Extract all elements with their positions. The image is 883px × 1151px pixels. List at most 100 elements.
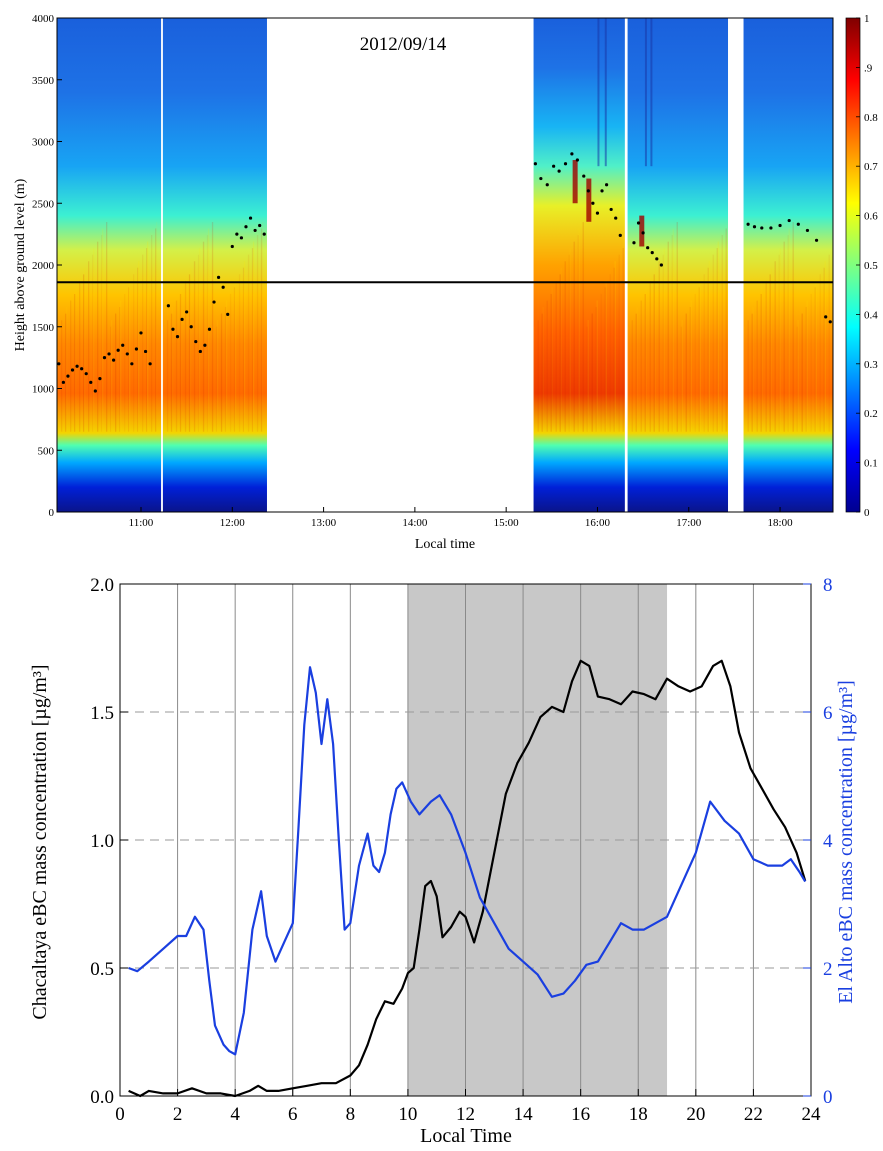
lidar-streak [778, 254, 780, 432]
colorbar-tick-label: 0.6 [864, 211, 878, 223]
lidar-segment [743, 18, 833, 512]
lidar-streak [712, 254, 714, 432]
layer-top-point [595, 211, 600, 215]
layer-top-point [93, 389, 97, 393]
ebc-right-y-tick-label: 4 [823, 831, 833, 852]
lidar-y-tick-label: 2500 [32, 198, 55, 210]
layer-top-point [185, 310, 189, 314]
lidar-streak [774, 261, 776, 432]
lidar-streak [596, 300, 598, 432]
layer-top-point [582, 174, 586, 178]
lidar-streak [645, 287, 647, 432]
layer-top-point [84, 372, 88, 376]
lidar-streak [605, 280, 607, 432]
ebc-x-tick-label: 6 [288, 1104, 298, 1125]
lidar-y-tick-label: 1000 [32, 384, 55, 396]
lidar-streak [564, 261, 566, 432]
lidar-streak [206, 235, 209, 432]
ebc-x-tick-label: 12 [456, 1104, 475, 1125]
lidar-streak [671, 235, 673, 432]
lidar-streak [783, 241, 785, 432]
layer-top-point [591, 201, 595, 205]
layer-top-point [166, 304, 170, 308]
lidar-streak [680, 326, 682, 432]
colorbar-tick-label: 0.1 [864, 458, 878, 470]
layer-top-point [570, 152, 574, 156]
lidar-streak [156, 221, 158, 432]
lidar-streak [106, 222, 108, 432]
lidar-streak [725, 228, 727, 432]
ebc-x-tick-label: 18 [629, 1104, 648, 1125]
colorbar-tick-label: 0.4 [864, 309, 878, 321]
ebc-x-tick-label: 20 [686, 1104, 705, 1125]
lidar-x-tick-label: 18:00 [768, 517, 794, 529]
lidar-streak [170, 313, 173, 432]
lidar-streak [681, 320, 683, 432]
ebc-right-y-tick-label: 0 [823, 1087, 833, 1108]
ebc-x-label: Local Time [420, 1125, 512, 1147]
ebc-x-tick-label: 10 [398, 1104, 417, 1125]
lidar-streak [211, 222, 214, 432]
lidar-streak [569, 248, 571, 432]
ebc-right-y-tick-label: 2 [823, 959, 833, 980]
lidar-x-ticks: 11:00 12:00 13:00 14:00 15:00 16:00 17:00 18:00 [129, 507, 793, 529]
ebc-left-y-tick-label: 2.0 [90, 575, 114, 596]
layer-top-point [180, 317, 184, 321]
lidar-streak [707, 267, 709, 432]
lidar-streak [97, 241, 99, 432]
lidar-streak [256, 234, 259, 432]
colorbar-tick-label: 0.8 [864, 112, 878, 124]
lidar-streak [792, 222, 794, 432]
lidar-streak [685, 313, 687, 432]
lidar-streak [663, 248, 665, 432]
lidar-streak [672, 228, 674, 432]
lidar-streak [193, 261, 196, 432]
lidar-streak [689, 306, 691, 432]
lidar-streak [765, 280, 767, 432]
layer-top-point [752, 225, 757, 229]
lidar-x-tick-label: 13:00 [311, 517, 337, 529]
lidar-data-segments [57, 18, 833, 512]
lidar-x-tick-label: 12:00 [220, 517, 246, 529]
lidar-streak [84, 267, 86, 432]
lidar-streak [233, 287, 236, 432]
layer-top-point [557, 169, 561, 173]
layer-top-point [618, 233, 622, 237]
layer-top-point [545, 183, 549, 187]
layer-top-point [80, 367, 84, 371]
dark-streak [644, 18, 647, 167]
high-concentration-core [586, 178, 592, 222]
layer-top-point [824, 315, 828, 319]
dark-streak [604, 18, 607, 167]
lidar-streak [180, 287, 183, 432]
lidar-streak [654, 267, 656, 432]
lidar-segment [57, 18, 162, 512]
lidar-streak [631, 320, 633, 432]
layer-top-point [632, 241, 636, 245]
lidar-streak [756, 300, 758, 432]
lidar-y-tick-label: 0 [49, 507, 55, 519]
lidar-streak [166, 320, 169, 432]
lidar-y-ticks: 0 500 1000 1500 2000 2500 3000 3500 4000 [32, 13, 62, 519]
lidar-streak [658, 261, 660, 432]
lidar-streak [797, 320, 799, 432]
layer-top-point [102, 356, 107, 360]
lidar-streak [662, 254, 664, 432]
lidar-streak [202, 241, 205, 432]
layer-top-point [244, 225, 248, 229]
lidar-streak [220, 313, 223, 432]
lidar-streak [814, 287, 816, 432]
lidar-streak [243, 261, 246, 432]
layer-top-point [148, 362, 152, 366]
lidar-streak [582, 222, 584, 432]
lidar-streak [635, 313, 637, 432]
layer-top-point [125, 352, 129, 356]
layer-top-point [787, 218, 791, 223]
lidar-streak [828, 254, 830, 432]
lidar-streak [604, 287, 606, 432]
ebc-x-tick-label: 14 [514, 1104, 534, 1125]
lidar-y-tick-label: 3500 [32, 75, 55, 87]
ebc-x-tick-label: 0 [115, 1104, 125, 1125]
layer-top-point [805, 228, 810, 233]
